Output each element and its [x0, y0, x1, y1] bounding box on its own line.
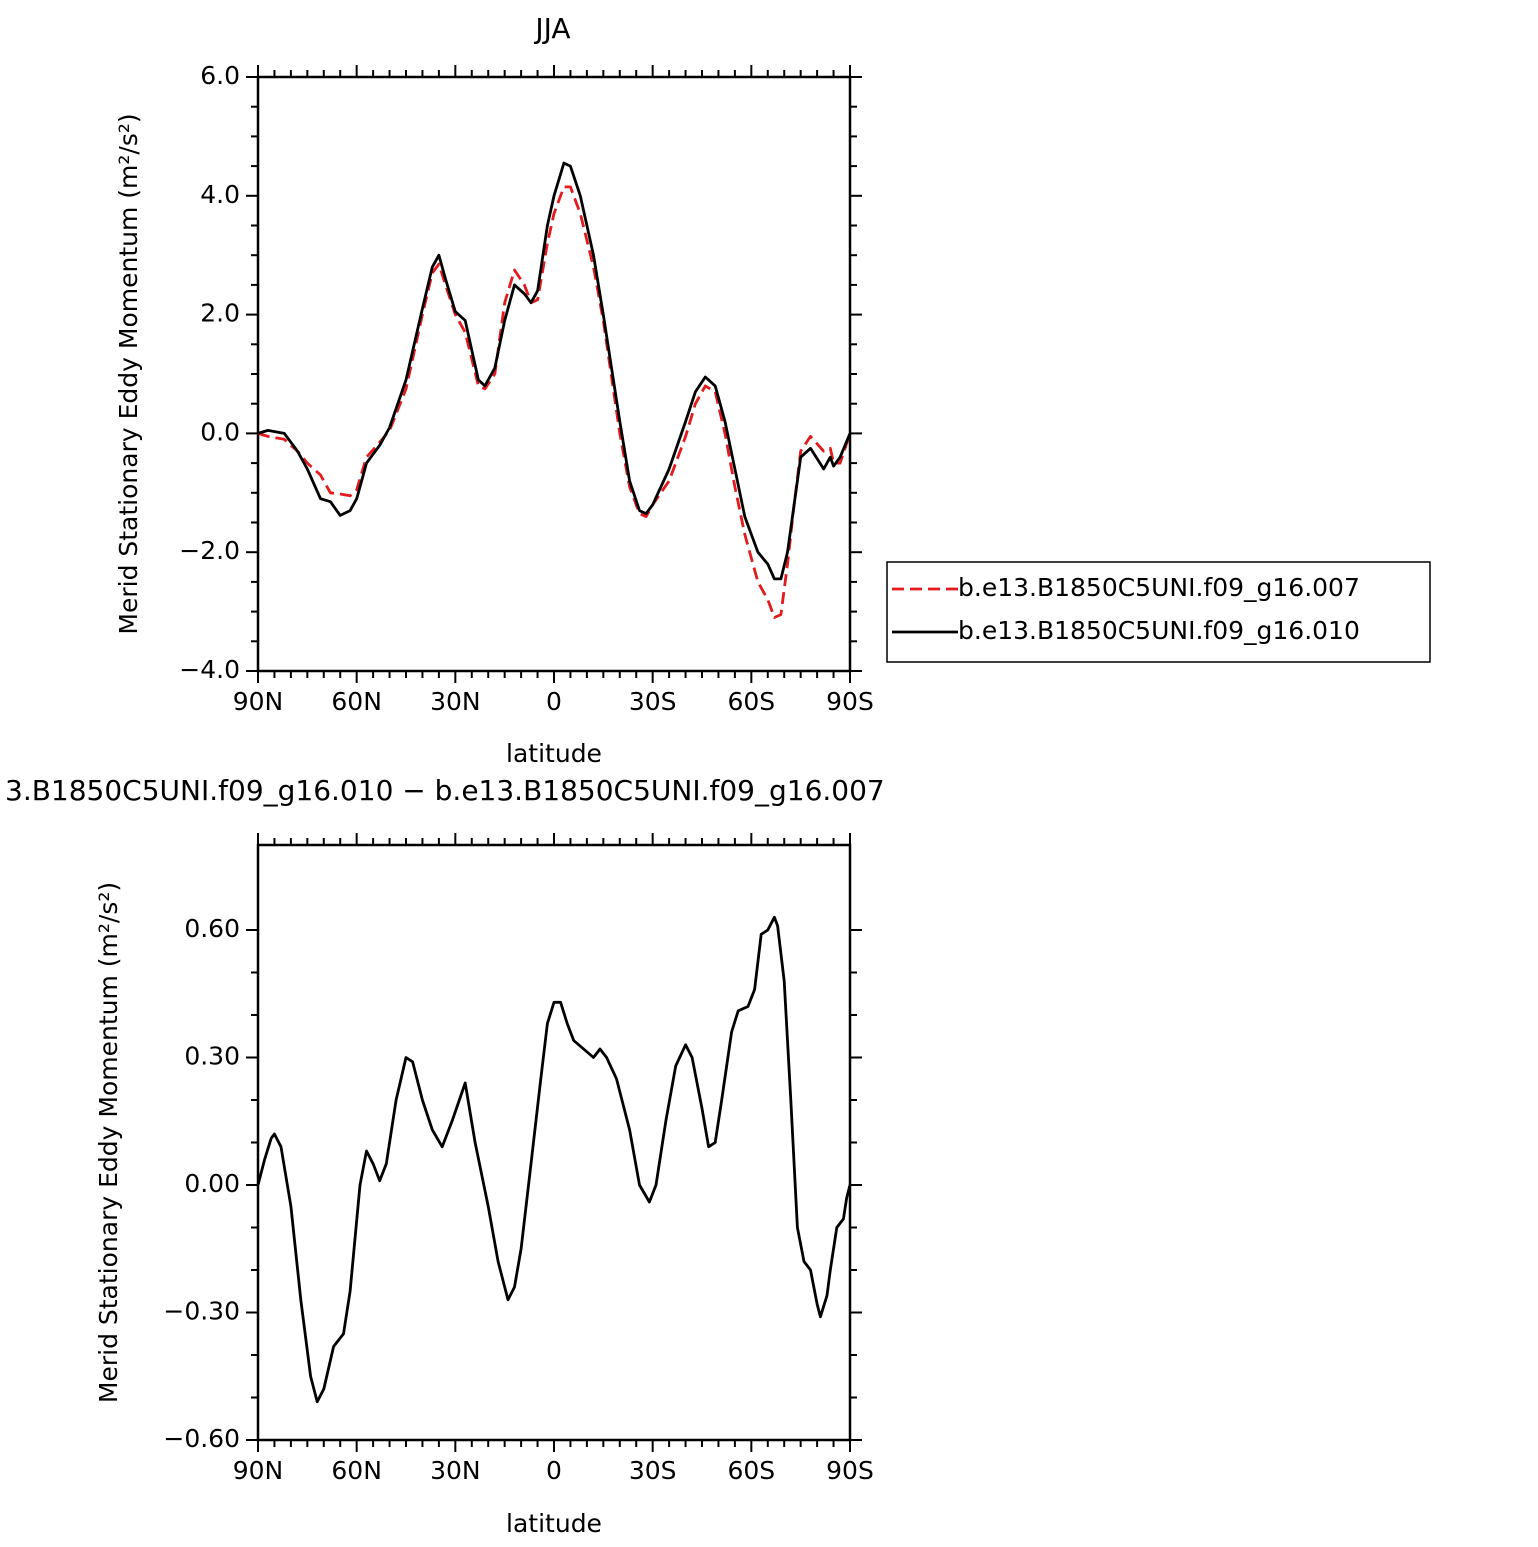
y-tick-label: 0.0 [200, 417, 240, 446]
chart-title: JJA [533, 12, 570, 45]
x-tick-label: 30N [430, 687, 481, 716]
y-tick-label: −0.60 [163, 1424, 240, 1453]
x-tick-label: 90N [233, 1456, 284, 1485]
x-tick-label: 90S [826, 687, 874, 716]
y-tick-label: 2.0 [200, 299, 240, 328]
plot-frame [256, 75, 852, 673]
legend-box [886, 561, 1431, 663]
chart-title: 3.B1850C5UNI.f09_g16.010 − b.e13.B1850C5… [5, 774, 885, 807]
series-line [257, 161, 852, 581]
legend-label: b.e13.B1850C5UNI.f09_g16.007 [958, 573, 1360, 602]
x-tick-label: 30N [430, 1456, 481, 1485]
y-axis-label: Merid Stationary Eddy Momentum (m²/s²) [94, 882, 123, 1403]
y-tick-label: 0.00 [184, 1169, 240, 1198]
x-axis-label: latitude [506, 1509, 602, 1538]
y-tick-label: 6.0 [200, 61, 240, 90]
y-tick-label: 4.0 [200, 180, 240, 209]
x-tick-label: 60N [331, 1456, 382, 1485]
y-tick-label: −2.0 [179, 536, 240, 565]
x-tick-label: 90N [233, 687, 284, 716]
legend-label: b.e13.B1850C5UNI.f09_g16.010 [958, 616, 1360, 645]
x-tick-label: 90S [826, 1456, 874, 1485]
y-axis-label: Merid Stationary Eddy Momentum (m²/s²) [114, 113, 143, 634]
x-tick-label: 60N [331, 687, 382, 716]
y-tick-label: 0.30 [184, 1042, 240, 1071]
series-line [257, 185, 852, 619]
x-tick-label: 60S [727, 1456, 775, 1485]
y-tick-label: −0.30 [163, 1297, 240, 1326]
y-tick-label: 0.60 [184, 914, 240, 943]
x-tick-label: 60S [727, 687, 775, 716]
x-tick-label: 0 [546, 1456, 562, 1485]
x-tick-label: 30S [629, 1456, 677, 1485]
x-axis-label: latitude [506, 739, 602, 768]
series-line [256, 915, 852, 1404]
x-tick-label: 30S [629, 687, 677, 716]
y-tick-label: −4.0 [179, 655, 240, 684]
x-tick-label: 0 [546, 687, 562, 716]
